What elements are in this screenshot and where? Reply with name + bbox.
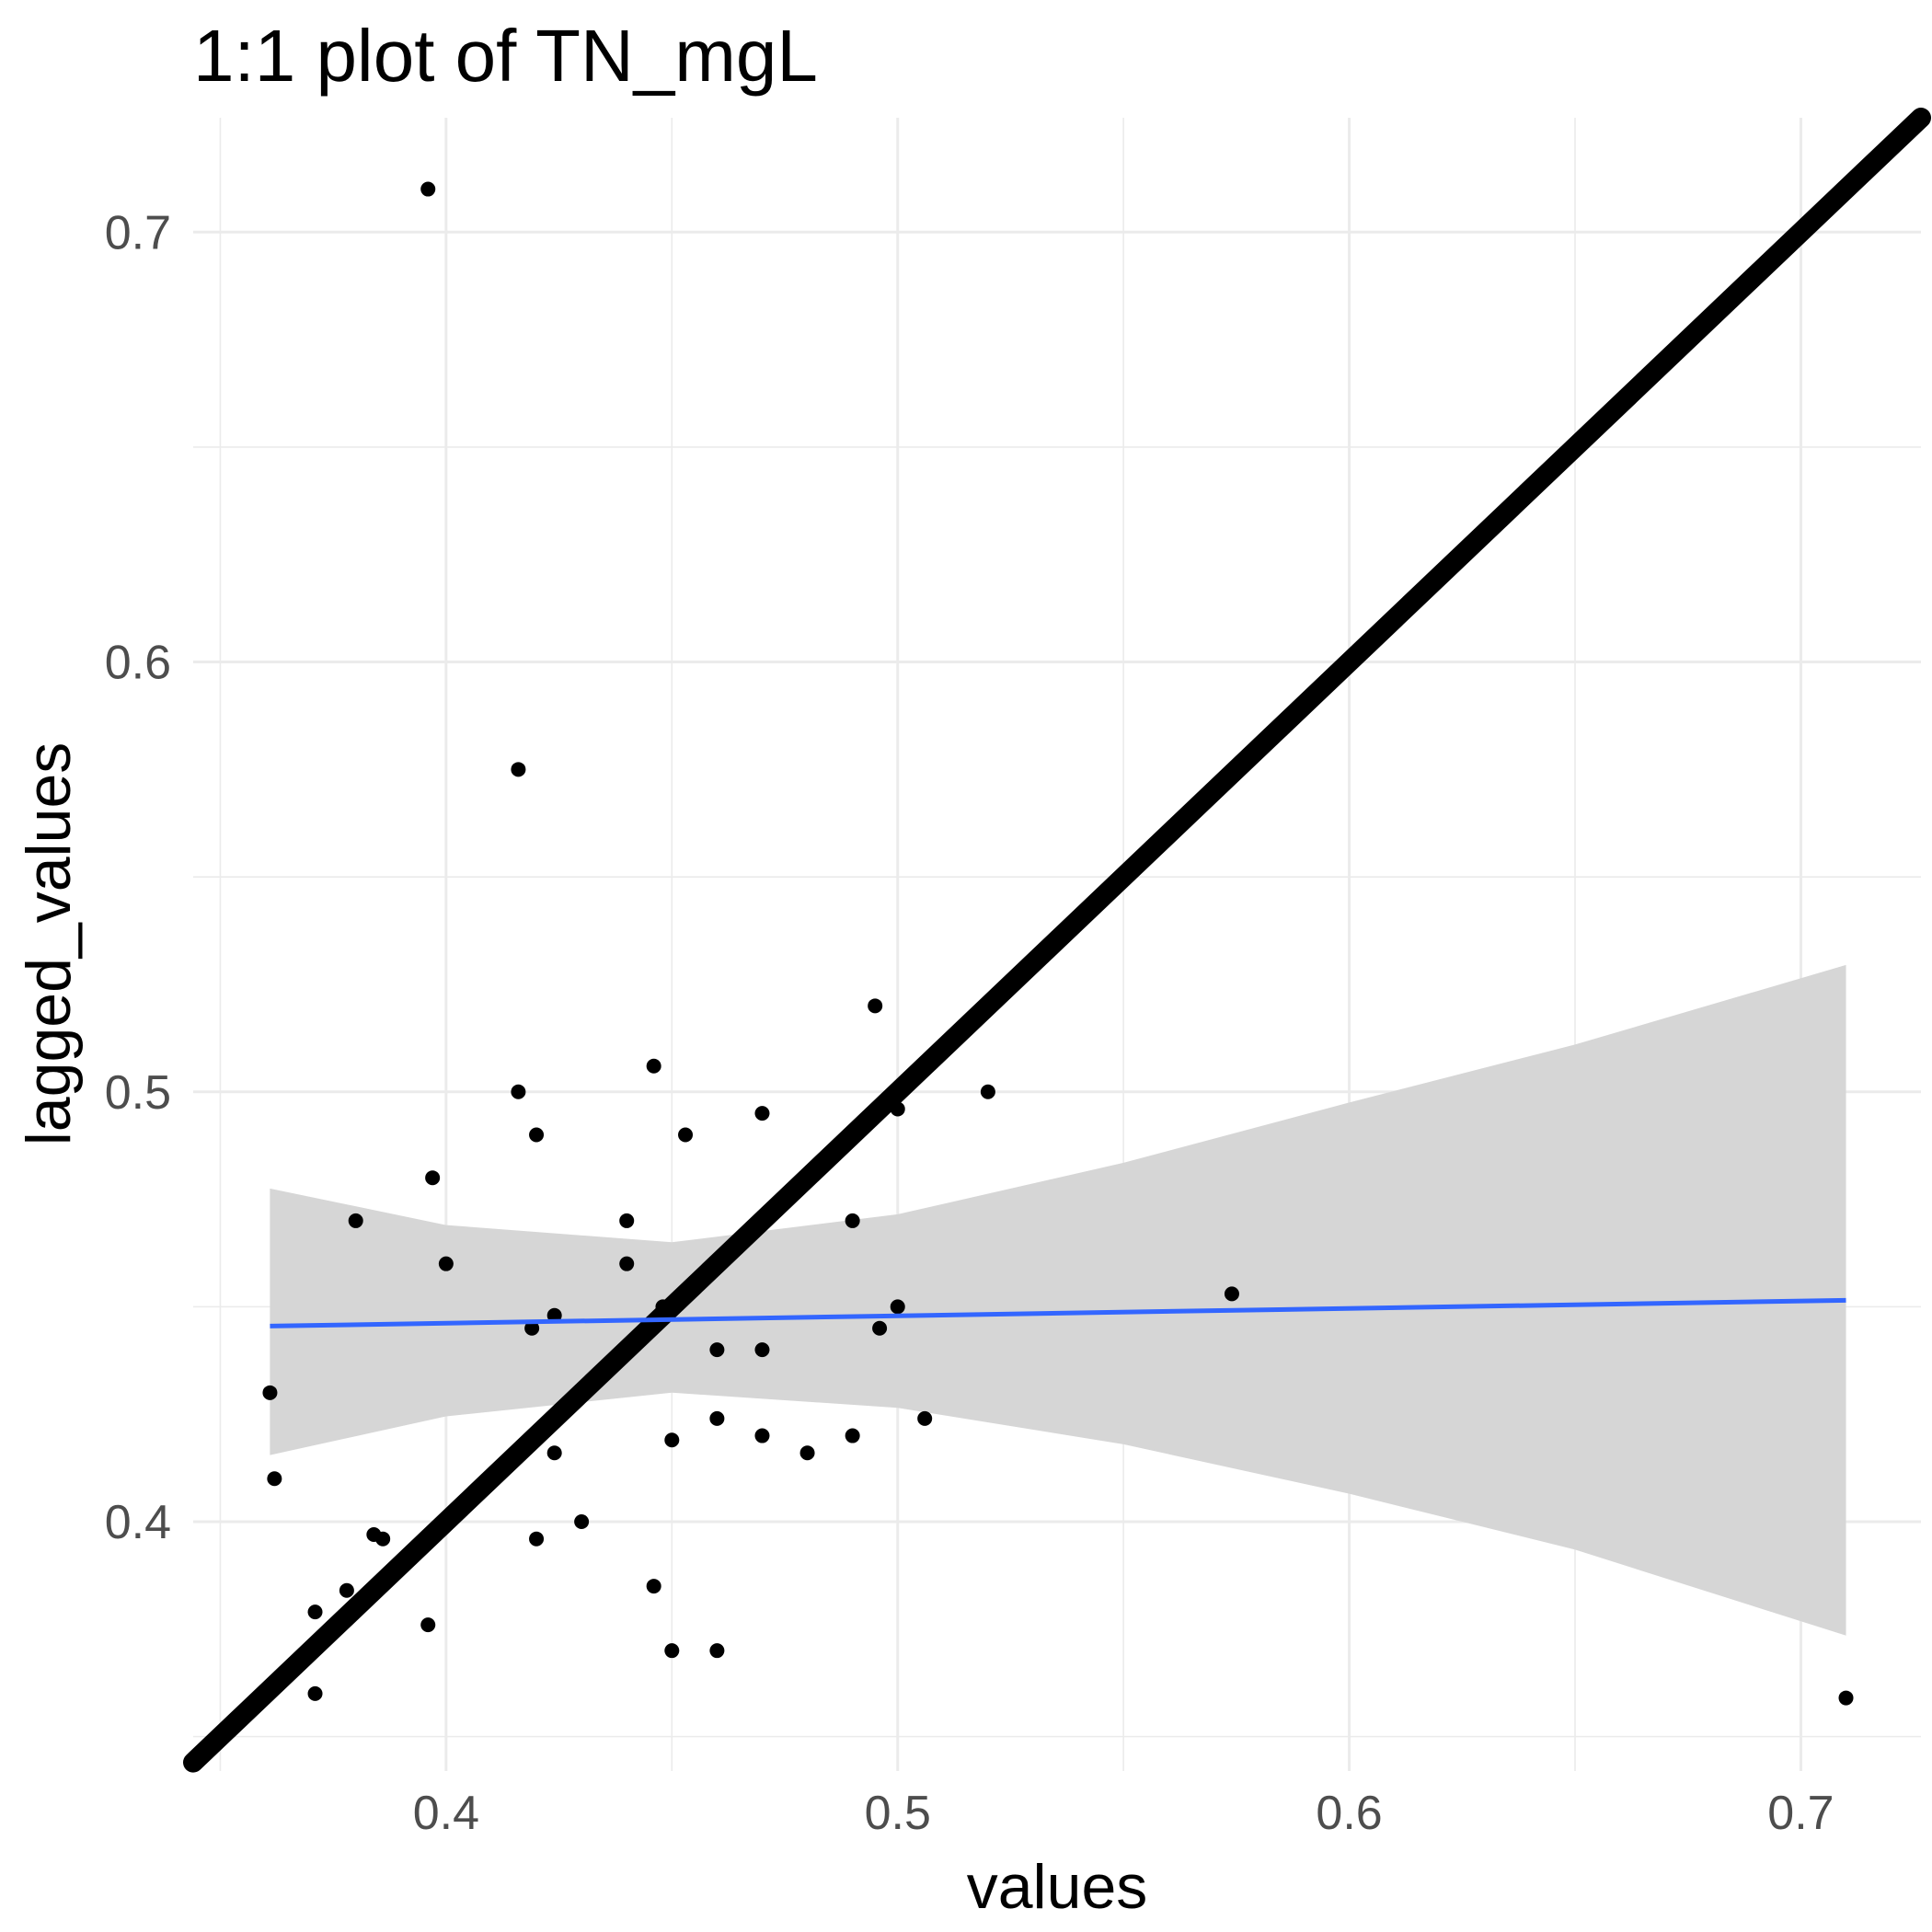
data-point: [868, 998, 883, 1014]
identity-line: [183, 108, 1931, 1773]
data-point: [619, 1213, 635, 1228]
data-point: [267, 1471, 282, 1487]
data-point: [529, 1531, 545, 1547]
chart-title: 1:1 plot of TN_mgL: [193, 15, 818, 97]
data-point: [425, 1170, 441, 1186]
data-points: [262, 181, 1854, 1706]
data-point: [307, 1604, 323, 1620]
data-point: [678, 1127, 694, 1143]
data-point: [420, 1617, 436, 1633]
data-point: [529, 1127, 545, 1143]
y-tick-label: 0.4: [105, 1496, 171, 1549]
y-axis-tick-labels: 0.4 0.5 0.6 0.7: [105, 206, 171, 1549]
data-point: [339, 1582, 354, 1598]
data-point: [574, 1514, 590, 1530]
x-tick-label: 0.5: [865, 1787, 931, 1840]
x-axis-tick-labels: 0.4 0.5 0.6 0.7: [413, 1787, 1834, 1840]
data-point: [438, 1256, 454, 1271]
data-point: [890, 1299, 905, 1315]
data-point: [546, 1445, 562, 1461]
data-point: [619, 1256, 635, 1271]
data-point: [754, 1106, 770, 1121]
data-point: [917, 1410, 933, 1426]
data-point: [375, 1531, 391, 1547]
data-point: [872, 1320, 888, 1336]
y-tick-label: 0.7: [105, 206, 171, 259]
confidence-band: [270, 964, 1846, 1636]
data-point: [307, 1685, 323, 1701]
x-tick-label: 0.4: [413, 1787, 479, 1840]
data-point: [646, 1579, 661, 1594]
data-point: [845, 1428, 860, 1443]
data-point: [709, 1643, 725, 1659]
y-axis-title: lagged_values: [14, 742, 84, 1146]
data-point: [754, 1342, 770, 1358]
data-point: [511, 762, 526, 777]
data-point: [1224, 1286, 1239, 1302]
data-point: [845, 1213, 860, 1228]
data-point: [709, 1410, 725, 1426]
data-point: [1838, 1690, 1854, 1706]
regression-line: [270, 1297, 1846, 1328]
data-point: [799, 1445, 815, 1461]
data-point: [524, 1320, 540, 1336]
x-axis-title: values: [967, 1852, 1148, 1922]
data-point: [646, 1058, 661, 1074]
data-point: [754, 1428, 770, 1443]
data-point: [664, 1432, 680, 1448]
y-tick-label: 0.6: [105, 637, 171, 690]
data-point: [262, 1385, 278, 1400]
data-point: [709, 1342, 725, 1358]
data-point: [980, 1084, 995, 1099]
x-tick-label: 0.6: [1316, 1787, 1382, 1840]
data-point: [420, 181, 436, 197]
data-point: [664, 1643, 680, 1659]
data-point: [546, 1307, 562, 1323]
y-tick-label: 0.5: [105, 1066, 171, 1120]
data-point: [348, 1213, 363, 1228]
data-point: [511, 1084, 526, 1099]
x-tick-label: 0.7: [1767, 1787, 1834, 1840]
